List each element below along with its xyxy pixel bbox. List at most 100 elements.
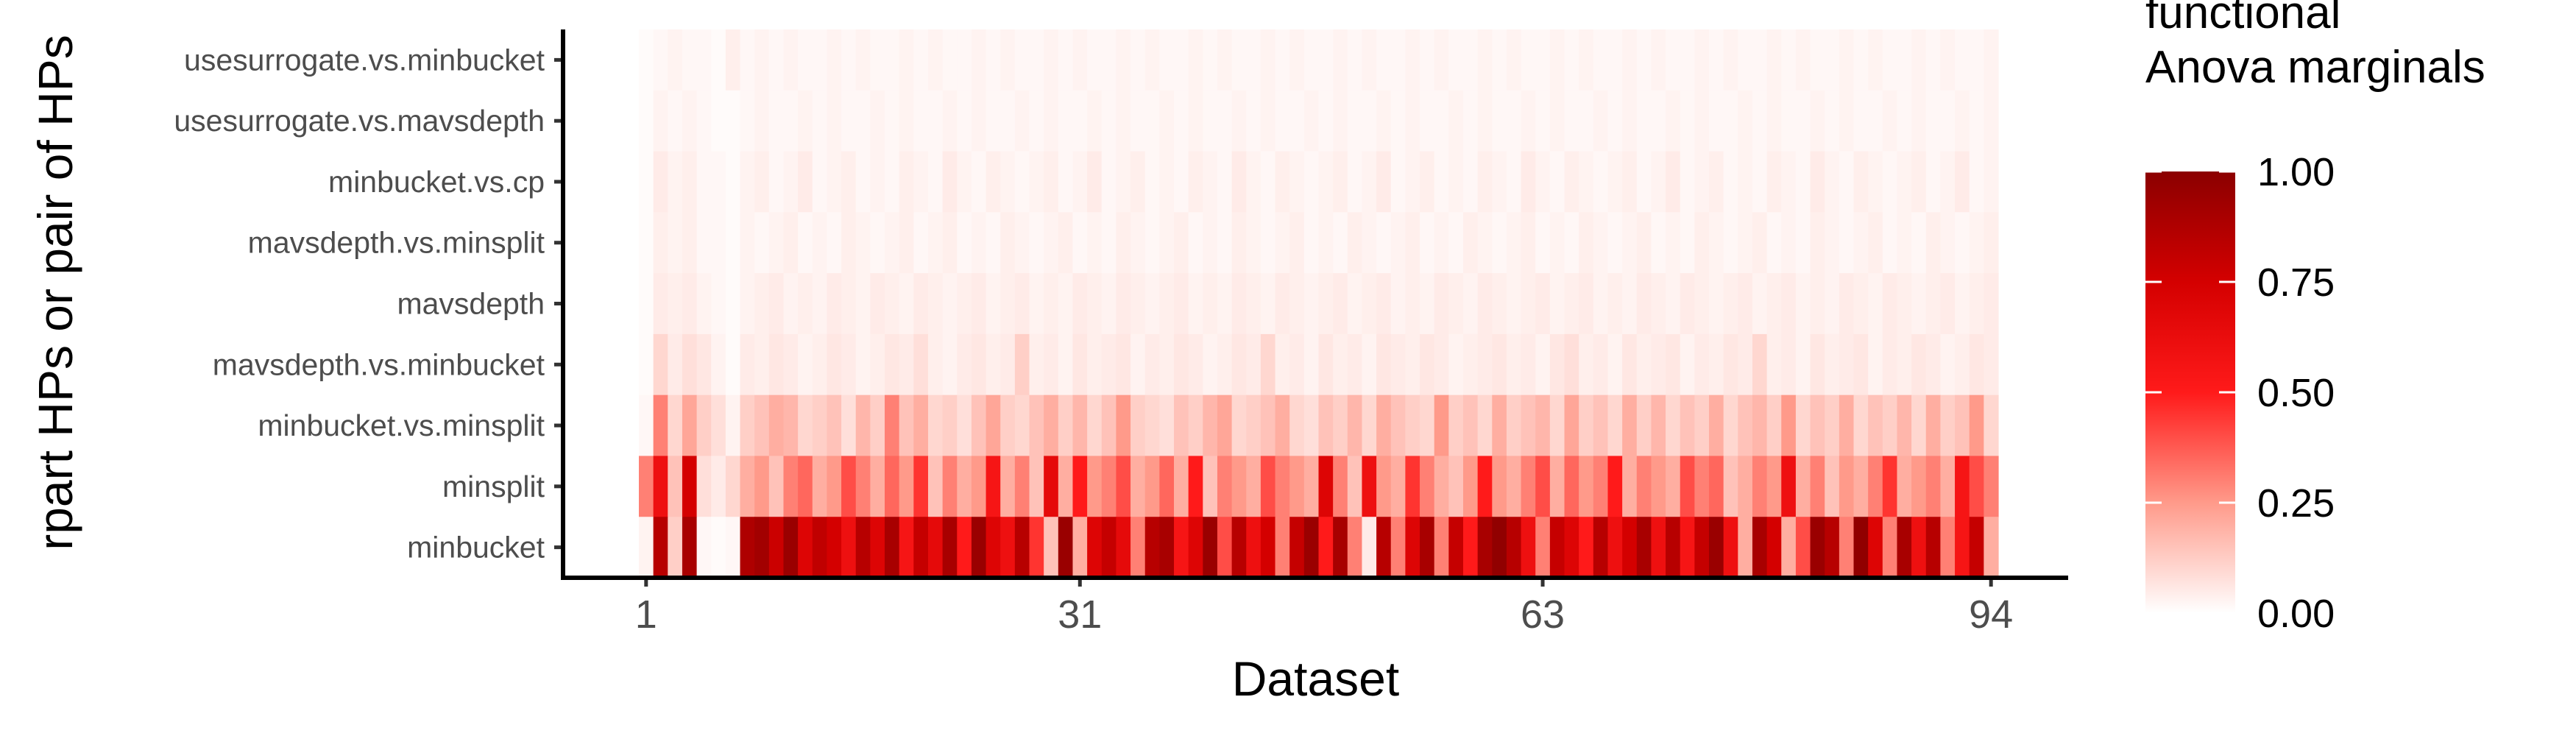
heatmap-cell <box>1940 212 1956 274</box>
heatmap-cell <box>1810 333 1825 396</box>
heatmap-cell <box>1289 517 1305 578</box>
heatmap-cell <box>1246 273 1262 335</box>
heatmap-cell <box>1738 212 1753 274</box>
heatmap-cell <box>1940 29 1956 91</box>
heatmap-cell <box>927 273 944 335</box>
heatmap-cell <box>1434 273 1449 335</box>
heatmap-cell <box>1535 456 1551 517</box>
heatmap-cell <box>1969 273 1984 335</box>
heatmap-cell <box>899 333 914 396</box>
heatmap-cell <box>1955 456 1970 517</box>
heatmap-cell <box>1506 394 1522 457</box>
heatmap-cell <box>1579 212 1594 274</box>
heatmap-cell <box>1521 333 1536 396</box>
heatmap-cell <box>841 333 857 396</box>
heatmap-cell <box>942 212 958 274</box>
heatmap-cell <box>1434 151 1449 213</box>
heatmap-cell <box>1492 212 1507 274</box>
heatmap-cell <box>768 333 785 396</box>
heatmap-cell <box>1723 151 1738 213</box>
heatmap-cell <box>1882 273 1898 335</box>
heatmap-cell <box>653 29 668 91</box>
heatmap-cell <box>1260 273 1276 335</box>
heatmap-cell <box>1984 333 1999 396</box>
heatmap-cell <box>1203 90 1218 152</box>
heatmap-cell <box>1651 456 1666 517</box>
heatmap-cell <box>653 333 668 396</box>
heatmap-cell <box>1738 394 1753 457</box>
heatmap-cell <box>1477 151 1493 213</box>
heatmap-cell <box>1405 212 1420 274</box>
heatmap-cell <box>1781 273 1797 335</box>
heatmap-cell <box>1477 212 1493 274</box>
heatmap-cell <box>1448 29 1464 91</box>
heatmap-cell <box>1275 273 1290 335</box>
heatmap-cell <box>1795 151 1811 213</box>
heatmap-cell <box>696 394 712 457</box>
heatmap-cell <box>855 151 871 213</box>
heatmap-cell <box>1462 517 1479 578</box>
heatmap-cell <box>1766 394 1782 457</box>
heatmap-cell <box>1462 212 1479 274</box>
heatmap-cell <box>1911 273 1927 335</box>
heatmap-cell <box>1853 151 1869 213</box>
heatmap-cell <box>1188 394 1203 457</box>
heatmap-cell <box>1738 273 1753 335</box>
heatmap-cell <box>1246 212 1262 274</box>
heatmap-cell <box>639 29 654 91</box>
heatmap-cell <box>1752 517 1768 578</box>
heatmap-cell <box>1029 517 1044 578</box>
heatmap-cell <box>899 456 914 517</box>
heatmap-cell <box>1810 517 1825 578</box>
heatmap-cell <box>1593 273 1609 335</box>
heatmap-cell <box>1680 151 1695 213</box>
heatmap-cell <box>1535 151 1551 213</box>
heatmap-cell <box>1044 212 1059 274</box>
heatmap-cell <box>696 151 712 213</box>
heatmap-cell <box>957 456 972 517</box>
heatmap-cell <box>855 456 871 517</box>
heatmap-cell <box>1825 212 1840 274</box>
heatmap-cell <box>1795 333 1811 396</box>
heatmap-cell <box>1072 151 1088 213</box>
heatmap-cell <box>783 456 799 517</box>
heatmap-cell <box>725 394 741 457</box>
heatmap-cell <box>1029 29 1044 91</box>
heatmap-cell <box>1390 29 1406 91</box>
heatmap-cell <box>1680 456 1695 517</box>
heatmap-cell <box>1506 29 1522 91</box>
heatmap-cells <box>639 29 1999 578</box>
heatmap-cell <box>740 151 755 213</box>
heatmap-cell <box>899 517 914 578</box>
heatmap-cell <box>1289 394 1305 457</box>
heatmap-cell <box>639 90 654 152</box>
heatmap-cell <box>1058 151 1074 213</box>
heatmap-cell <box>1766 517 1782 578</box>
heatmap-cell <box>1853 456 1869 517</box>
heatmap-cell <box>639 394 654 457</box>
heatmap-cell <box>1521 212 1536 274</box>
heatmap-cell <box>1390 394 1406 457</box>
heatmap-cell <box>1882 29 1898 91</box>
heatmap-cell <box>783 394 799 457</box>
heatmap-cell <box>1752 29 1768 91</box>
heatmap-cell <box>768 517 785 578</box>
heatmap-cell <box>913 273 929 335</box>
heatmap-cell <box>1564 273 1579 335</box>
heatmap-cell <box>1940 517 1956 578</box>
heatmap-cell <box>1462 456 1479 517</box>
heatmap-cell <box>1434 517 1449 578</box>
heatmap-cell <box>1839 333 1855 396</box>
heatmap-cell <box>668 456 683 517</box>
heatmap-cell <box>1825 394 1840 457</box>
heatmap-cell <box>725 151 741 213</box>
heatmap-cell <box>1666 90 1681 152</box>
heatmap-cell <box>1318 273 1334 335</box>
heatmap-cell <box>1781 90 1797 152</box>
heatmap-cell <box>1159 517 1175 578</box>
heatmap-cell <box>1636 151 1652 213</box>
heatmap-cell <box>725 90 741 152</box>
heatmap-cell <box>1376 456 1392 517</box>
heatmap-cell <box>754 456 770 517</box>
heatmap-cell <box>1752 151 1768 213</box>
